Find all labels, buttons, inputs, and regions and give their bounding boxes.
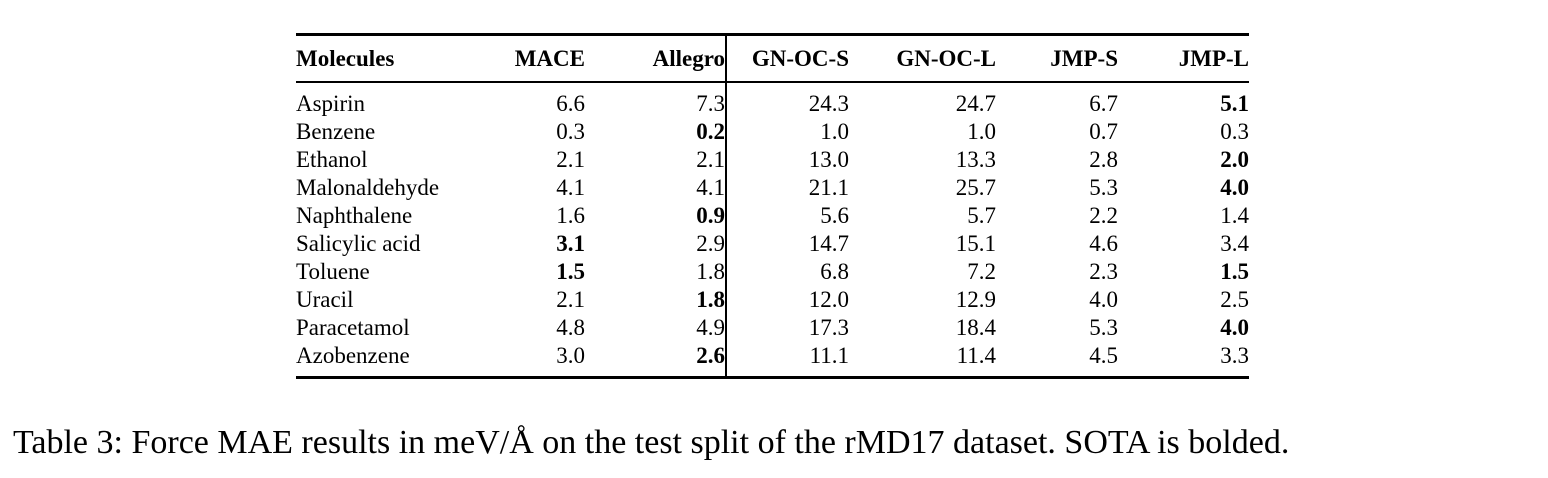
molecule-name: Toluene bbox=[296, 259, 370, 284]
results-table-container: Molecules MACE Allegro GN-OC-S GN-OC-L JMP-S J… bbox=[296, 33, 1249, 379]
value-cell: 7.2 bbox=[967, 259, 996, 284]
value-cell: 1.0 bbox=[967, 119, 996, 144]
value-cell: 2.9 bbox=[585, 230, 727, 258]
value-cell: 4.5 bbox=[1089, 343, 1118, 368]
value-cell-sota: 1.8 bbox=[585, 286, 727, 314]
value-cell: 4.1 bbox=[556, 175, 585, 200]
table-row: Paracetamol 4.8 4.9 17.3 18.4 5.3 4.0 bbox=[296, 314, 1249, 342]
column-header-gn-oc-l: GN-OC-L bbox=[849, 34, 996, 83]
table-header-row: Molecules MACE Allegro GN-OC-S GN-OC-L JMP-S J… bbox=[296, 34, 1249, 83]
table-row: Naphthalene 1.6 0.9 5.6 5.7 2.2 1.4 bbox=[296, 202, 1249, 230]
value-cell: 13.3 bbox=[955, 147, 996, 172]
value-cell: 17.3 bbox=[808, 315, 849, 340]
value-cell: 1.0 bbox=[820, 119, 849, 144]
molecule-name: Salicylic acid bbox=[296, 231, 421, 256]
value-cell: 2.1 bbox=[585, 146, 727, 174]
value-cell: 3.3 bbox=[1220, 343, 1249, 368]
value-cell: 5.6 bbox=[820, 203, 849, 228]
value-cell: 2.3 bbox=[1089, 259, 1118, 284]
value-cell: 0.3 bbox=[1220, 119, 1249, 144]
column-header-jmp-l: JMP-L bbox=[1118, 34, 1249, 83]
molecule-name: Naphthalene bbox=[296, 203, 413, 228]
molecule-name: Malonaldehyde bbox=[296, 175, 440, 200]
table-header: Molecules MACE Allegro GN-OC-S GN-OC-L JMP-S J… bbox=[296, 34, 1249, 83]
value-cell-sota: 5.1 bbox=[1220, 91, 1249, 116]
molecule-name: Paracetamol bbox=[296, 315, 410, 340]
molecule-name: Ethanol bbox=[296, 147, 368, 172]
value-cell: 24.7 bbox=[955, 91, 996, 116]
value-cell-sota: 4.0 bbox=[1220, 315, 1249, 340]
value-cell: 4.1 bbox=[585, 174, 727, 202]
table-row: Uracil 2.1 1.8 12.0 12.9 4.0 2.5 bbox=[296, 286, 1249, 314]
table-row: Malonaldehyde 4.1 4.1 21.1 25.7 5.3 4.0 bbox=[296, 174, 1249, 202]
molecule-name: Benzene bbox=[296, 119, 376, 144]
value-cell: 0.7 bbox=[1089, 119, 1118, 144]
value-cell: 2.8 bbox=[1089, 147, 1118, 172]
value-cell: 11.1 bbox=[809, 343, 849, 368]
column-header-mace: MACE bbox=[488, 34, 585, 83]
column-header-allegro: Allegro bbox=[585, 34, 727, 83]
value-cell: 1.6 bbox=[556, 203, 585, 228]
table-row: Ethanol 2.1 2.1 13.0 13.3 2.8 2.0 bbox=[296, 146, 1249, 174]
table-row: Benzene 0.3 0.2 1.0 1.0 0.7 0.3 bbox=[296, 118, 1249, 146]
value-cell: 15.1 bbox=[955, 231, 996, 256]
table-row: Azobenzene 3.0 2.6 11.1 11.4 4.5 3.3 bbox=[296, 342, 1249, 378]
value-cell: 1.8 bbox=[585, 258, 727, 286]
value-cell: 21.1 bbox=[808, 175, 849, 200]
value-cell: 25.7 bbox=[955, 175, 996, 200]
value-cell: 0.3 bbox=[556, 119, 585, 144]
value-cell: 2.2 bbox=[1089, 203, 1118, 228]
value-cell: 14.7 bbox=[808, 231, 849, 256]
column-header-gn-oc-s: GN-OC-S bbox=[726, 34, 849, 83]
value-cell: 12.9 bbox=[955, 287, 996, 312]
value-cell: 24.3 bbox=[808, 91, 849, 116]
molecule-name: Uracil bbox=[296, 287, 354, 312]
value-cell: 11.4 bbox=[956, 343, 996, 368]
value-cell: 4.0 bbox=[1089, 287, 1118, 312]
value-cell-sota: 0.9 bbox=[585, 202, 727, 230]
table-body: Aspirin 6.6 7.3 24.3 24.7 6.7 5.1 Benzene 0.3 0.2… bbox=[296, 82, 1249, 378]
value-cell: 6.7 bbox=[1089, 91, 1118, 116]
value-cell: 13.0 bbox=[808, 147, 849, 172]
value-cell: 1.4 bbox=[1220, 203, 1249, 228]
value-cell: 5.3 bbox=[1089, 175, 1118, 200]
table-row: Aspirin 6.6 7.3 24.3 24.7 6.7 5.1 bbox=[296, 82, 1249, 118]
column-header-jmp-s: JMP-S bbox=[996, 34, 1118, 83]
value-cell: 6.8 bbox=[820, 259, 849, 284]
value-cell: 7.3 bbox=[585, 82, 727, 118]
value-cell: 2.5 bbox=[1220, 287, 1249, 312]
value-cell: 12.0 bbox=[808, 287, 849, 312]
value-cell-sota: 3.1 bbox=[556, 231, 585, 256]
column-header-molecules: Molecules bbox=[296, 34, 488, 83]
value-cell: 4.6 bbox=[1089, 231, 1118, 256]
value-cell: 3.4 bbox=[1220, 231, 1249, 256]
molecule-name: Aspirin bbox=[296, 91, 365, 116]
value-cell: 2.1 bbox=[556, 147, 585, 172]
value-cell-sota: 2.6 bbox=[585, 342, 727, 378]
value-cell: 4.9 bbox=[585, 314, 727, 342]
value-cell-sota: 1.5 bbox=[556, 259, 585, 284]
value-cell: 18.4 bbox=[955, 315, 996, 340]
force-mae-table: Molecules MACE Allegro GN-OC-S GN-OC-L JMP-S J… bbox=[296, 33, 1249, 379]
value-cell-sota: 0.2 bbox=[585, 118, 727, 146]
value-cell: 5.7 bbox=[967, 203, 996, 228]
value-cell-sota: 4.0 bbox=[1220, 175, 1249, 200]
table-row: Toluene 1.5 1.8 6.8 7.2 2.3 1.5 bbox=[296, 258, 1249, 286]
value-cell: 2.1 bbox=[556, 287, 585, 312]
value-cell: 3.0 bbox=[556, 343, 585, 368]
value-cell-sota: 2.0 bbox=[1220, 147, 1249, 172]
value-cell: 4.8 bbox=[556, 315, 585, 340]
value-cell-sota: 1.5 bbox=[1220, 259, 1249, 284]
table-row: Salicylic acid 3.1 2.9 14.7 15.1 4.6 3.4 bbox=[296, 230, 1249, 258]
value-cell: 5.3 bbox=[1089, 315, 1118, 340]
molecule-name: Azobenzene bbox=[296, 343, 410, 368]
table-caption: Table 3: Force MAE results in meV/Å on t… bbox=[13, 424, 1290, 461]
value-cell: 6.6 bbox=[556, 91, 585, 116]
